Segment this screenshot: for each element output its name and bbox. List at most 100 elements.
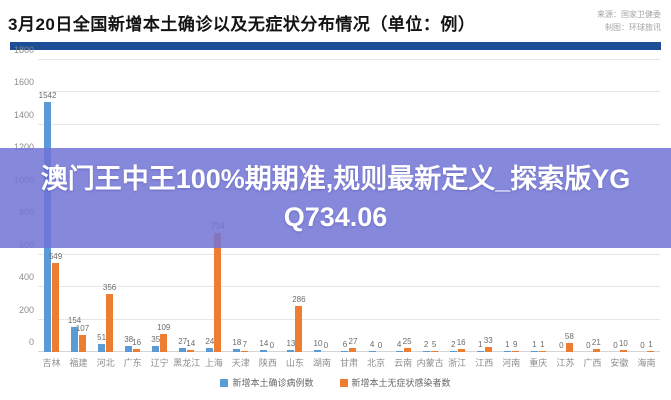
bar-value-label: 38 xyxy=(124,334,134,344)
bar-value-label: 10 xyxy=(618,339,628,349)
x-axis-label: 上海 xyxy=(204,358,223,368)
confirmed-bar xyxy=(98,343,106,352)
legend-item-confirmed: 新增本土确诊病例数 xyxy=(220,376,314,389)
category-column: 1 9 河南 xyxy=(498,60,525,368)
legend-label: 新增本土确诊病例数 xyxy=(232,378,314,388)
category-column: 4 0 北京 xyxy=(363,60,390,368)
asymptomatic-bar xyxy=(187,349,195,352)
bar-value-label: 2 xyxy=(450,340,456,349)
category-column: 6 27 甘肃 xyxy=(335,60,362,368)
asymptomatic-bar xyxy=(295,305,303,352)
bar-value-label: 0 xyxy=(377,341,383,350)
category-column: 35 109 辽宁 xyxy=(146,60,173,368)
bar-value-label: 7 xyxy=(242,339,248,349)
x-axis-label: 陕西 xyxy=(258,358,277,368)
category-column: 51 356 河北 xyxy=(92,60,119,368)
category-column: 1 1 重庆 xyxy=(525,60,552,368)
source-credit: 来源：国家卫健委 制图：环球旅讯 xyxy=(597,8,661,34)
gridline xyxy=(38,253,660,255)
bar-value-label: 14 xyxy=(186,338,196,348)
bar-value-label: 4 xyxy=(396,340,402,349)
category-column: 38 16 广东 xyxy=(119,60,146,368)
page-title: 3月20日全国新增本土确诊以及无症状分布情况（单位：例） xyxy=(8,15,476,34)
bar-value-label: 2 xyxy=(423,340,429,349)
asymptomatic-bar xyxy=(133,349,141,352)
x-axis-label: 河北 xyxy=(96,358,115,368)
x-axis-label: 重庆 xyxy=(529,358,548,368)
asymptomatic-bar xyxy=(457,349,465,352)
confirmed-bar xyxy=(395,351,403,352)
bar-value-label: 27 xyxy=(178,336,188,346)
asymptomatic-bar xyxy=(619,350,627,352)
bar-value-label: 13 xyxy=(286,338,296,348)
category-column: 18 7 天津 xyxy=(227,60,254,368)
watermark-overlay: 澳门王中王100%期期准,规则最新定义_探索版YGQ734.06 xyxy=(0,148,671,248)
asymptomatic-bar xyxy=(592,348,600,352)
bar-value-label: 286 xyxy=(292,294,306,304)
bar-value-label: 0 xyxy=(323,341,329,350)
bar-value-label: 25 xyxy=(402,336,412,346)
category-column: 13 286 山东 xyxy=(281,60,308,368)
asymptomatic-bar xyxy=(484,346,492,352)
confirmed-bar xyxy=(233,349,241,352)
asymptomatic-bar xyxy=(79,334,87,352)
x-axis-label: 天津 xyxy=(231,358,250,368)
x-axis-label: 甘肃 xyxy=(339,358,358,368)
bar-value-label: 21 xyxy=(591,337,601,347)
title-divider-bar xyxy=(10,42,661,50)
bar-value-label: 24 xyxy=(205,337,215,347)
bar-value-label: 1 xyxy=(505,340,510,349)
bar-value-label: 18 xyxy=(232,338,242,348)
asymptomatic-bar xyxy=(241,350,249,352)
x-axis-label: 北京 xyxy=(367,358,386,368)
bar-value-label: 14 xyxy=(259,338,269,348)
asymptomatic-bar xyxy=(52,262,60,352)
category-column: 27 14 黑龙江 xyxy=(173,60,200,368)
confirmed-bar xyxy=(287,349,295,352)
y-axis-tick: 400 xyxy=(18,272,34,283)
bar-value-label: 0 xyxy=(640,341,645,350)
category-column: 0 10 安徽 xyxy=(606,60,633,368)
credit-line: 制图：环球旅讯 xyxy=(605,23,661,32)
watermark-text: 澳门王中王100%期期准,规则最新定义_探索版YGQ734.06 xyxy=(40,164,631,232)
gridline xyxy=(38,351,660,352)
confirmed-bar xyxy=(71,327,79,352)
gridline xyxy=(38,91,660,93)
x-axis-label: 黑龙江 xyxy=(173,358,201,368)
x-axis-label: 福建 xyxy=(69,358,88,368)
y-axis-tick: 200 xyxy=(18,304,34,315)
bar-value-label: 154 xyxy=(67,316,82,326)
category-column: 154 107 福建 xyxy=(65,60,92,368)
bar-value-label: 35 xyxy=(151,335,161,345)
bar-value-label: 51 xyxy=(97,332,107,342)
asymptomatic-bar xyxy=(538,351,546,352)
bar-value-label: 1 xyxy=(532,340,537,349)
confirmed-bar xyxy=(152,346,160,352)
asymptomatic-bar xyxy=(403,347,411,352)
legend-label: 新增本土无症状感染者数 xyxy=(351,378,451,388)
category-column: 0 58 江苏 xyxy=(552,60,579,368)
confirmed-bar xyxy=(341,351,349,352)
gridline xyxy=(38,59,660,60)
category-column: 2 5 内蒙古 xyxy=(417,60,444,368)
y-axis-tick: 1400 xyxy=(13,109,34,120)
y-axis-tick: 0 xyxy=(28,337,34,347)
bar-chart-plot-area: 0200400600800100012001400160018001542549… xyxy=(14,45,660,368)
category-column: 0 1 海南 xyxy=(633,60,660,368)
confirmed-legend-swatch xyxy=(220,378,229,387)
x-axis-label: 浙江 xyxy=(448,358,467,368)
confirmed-bar xyxy=(422,351,430,352)
bar-value-label: 356 xyxy=(102,283,117,293)
confirmed-bar xyxy=(368,351,376,352)
bar-value-label: 1 xyxy=(540,340,545,349)
asymptomatic-bar xyxy=(430,351,438,352)
x-axis-label: 山东 xyxy=(285,358,304,368)
bar-value-label: 109 xyxy=(157,323,171,333)
bar-value-label: 0 xyxy=(559,341,564,350)
x-axis-label: 湖南 xyxy=(312,358,331,368)
bar-value-label: 33 xyxy=(483,335,493,345)
confirmed-bar xyxy=(530,351,538,352)
x-axis-label: 吉林 xyxy=(42,358,61,368)
bar-value-label: 0 xyxy=(269,341,275,350)
confirmed-bar xyxy=(206,348,214,352)
